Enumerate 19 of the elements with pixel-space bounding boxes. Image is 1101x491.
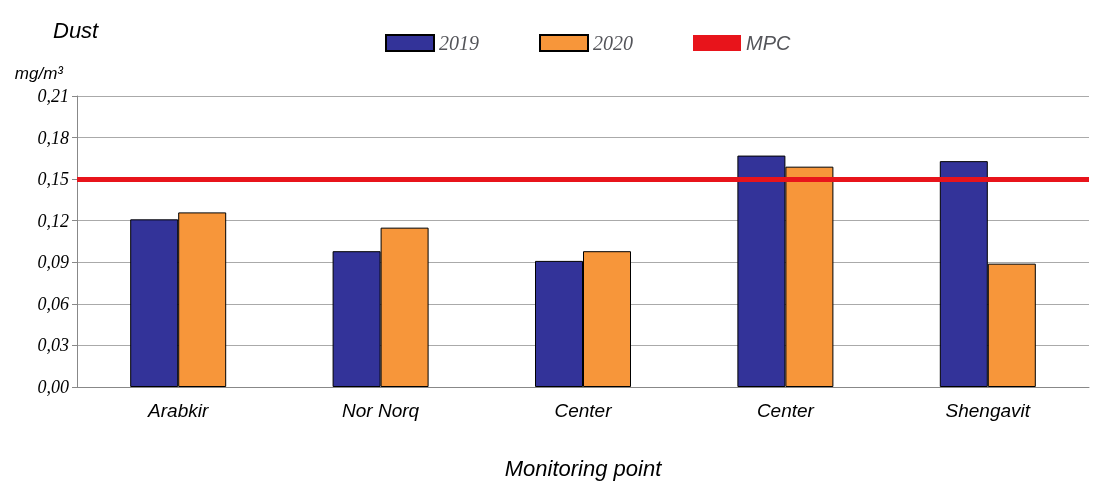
y-tick-label: 0,18 [37, 127, 69, 148]
chart-title: Dust [53, 17, 100, 43]
y-tick-label: 0,00 [37, 377, 69, 397]
x-tick-label: Nor Norq [342, 400, 420, 421]
x-tick-label: Arabkir [147, 400, 209, 421]
y-tick-label: 0,06 [37, 293, 69, 314]
y-tick-label: 0,03 [37, 335, 69, 356]
x-tick-label: Shengavit [945, 400, 1031, 421]
x-tick-label: Center [756, 400, 815, 421]
y-axis-title: mg/m³ [14, 64, 65, 83]
y-tick-label: 0,15 [37, 169, 69, 190]
x-axis-title: Monitoring point [504, 455, 663, 481]
y-tick-label: 0,21 [37, 86, 69, 106]
x-tick-label: Center [554, 400, 613, 421]
legend-label: MPC [746, 32, 791, 54]
y-tick-label: 0,12 [37, 210, 69, 231]
legend-label: 2020 [593, 32, 633, 54]
legend-label: 2019 [439, 32, 479, 54]
y-tick-label: 0,09 [37, 252, 69, 273]
